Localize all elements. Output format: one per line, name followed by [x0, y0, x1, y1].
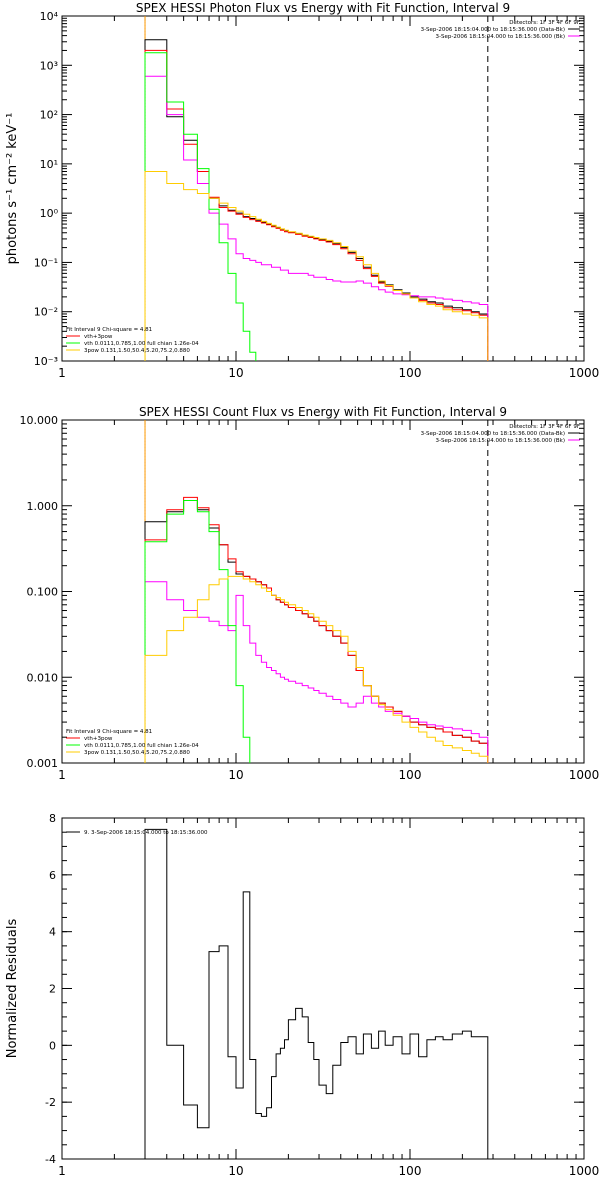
- x-tick-label: 1: [58, 768, 66, 782]
- x-tick-label: 1000: [569, 366, 600, 380]
- legend-label: 9. 3-Sep-2006 18:15:04.000 to 18:15:36.0…: [84, 830, 208, 836]
- x-tick-label: 10: [228, 1164, 243, 1178]
- x-tick-label: 100: [399, 1164, 422, 1178]
- y-tick-label: 10⁻¹: [34, 256, 58, 269]
- series-line-1: [144, 496, 489, 763]
- series-line-1: [144, 49, 489, 361]
- residuals-panel: 1 10 100 1000 -4 -2 0 2 4 6 8 Normalized Residuals 9…: [5, 812, 599, 1178]
- legend-label: vth+3pow: [84, 736, 113, 742]
- legend-header: Detectors: 1F 3F 4F 6F 9F: [509, 20, 580, 26]
- y-axis-title: photons s⁻¹ cm⁻² keV⁻¹: [5, 113, 20, 265]
- series-line-0: [144, 828, 489, 1159]
- y-tick-label: -4: [45, 1153, 56, 1166]
- x-tick-label: 10: [228, 366, 243, 380]
- chart-title: SPEX HESSI Count Flux vs Energy with Fit…: [139, 405, 507, 419]
- legend-label: 3-Sep-2006 18:15:04.000 to 18:15:36.000 …: [436, 34, 566, 40]
- y-tick-label: 10⁻³: [34, 355, 58, 368]
- series-line-0: [144, 39, 489, 361]
- y-tick-label: 10⁰: [40, 207, 59, 220]
- y-tick-label: 1.000: [27, 500, 59, 513]
- y-tick-label: 0: [49, 1039, 56, 1052]
- x-tick-label: 1: [58, 366, 66, 380]
- plot-area: [144, 496, 489, 763]
- y-tick-label: 8: [49, 812, 56, 825]
- series-line-3: [144, 52, 257, 361]
- plot-area: [144, 39, 489, 361]
- series-line-4: [144, 171, 489, 361]
- y-tick-label: 2: [49, 983, 56, 996]
- legend-label: 3pow 0.131,1.50,50.4,5.20,75.2,0.880: [84, 348, 190, 354]
- y-tick-label: 0.001: [27, 757, 59, 770]
- plot-frame: [61, 419, 585, 764]
- count-flux-panel: SPEX HESSI Count Flux vs Energy with Fit…: [20, 405, 600, 782]
- legend-header: Fit Interval 9 Chi-square = 4.81: [66, 327, 152, 333]
- legend-label: 3-Sep-2006 18:15:04.000 to 18:15:36.000 …: [421, 27, 565, 33]
- series-line-4: [144, 575, 489, 763]
- x-tick-label: 10: [228, 768, 243, 782]
- y-tick-label: 10⁻²: [34, 306, 58, 319]
- x-tick-label: 100: [399, 768, 422, 782]
- legend-label: 3-Sep-2006 18:15:04.000 to 18:15:36.000 …: [436, 438, 566, 444]
- legend-label: vth 0.0111,0.785,1.00 full chian 1.26e-0…: [84, 743, 199, 749]
- series-line-2: [144, 581, 489, 763]
- y-tick-label: 6: [49, 869, 56, 882]
- y-tick-label: 4: [49, 926, 56, 939]
- chart-title: SPEX HESSI Photon Flux vs Energy with Fi…: [136, 1, 510, 15]
- y-tick-label: 0.100: [27, 586, 59, 599]
- y-tick-label: 10¹: [40, 158, 58, 171]
- y-tick-label: 10⁴: [40, 10, 59, 23]
- y-tick-label: 10³: [40, 59, 58, 72]
- y-axis-title: Normalized Residuals: [5, 919, 20, 1059]
- x-tick-label: 1000: [569, 768, 600, 782]
- legend-header: Fit Interval 9 Chi-square = 4.81: [66, 729, 152, 735]
- y-tick-label: 10²: [40, 109, 58, 122]
- y-tick-label: -2: [45, 1096, 56, 1109]
- legend-header: Detectors: 1F 3F 4F 6F 9F: [509, 424, 580, 430]
- series-line-0: [144, 500, 489, 763]
- photon-flux-panel: SPEX HESSI Photon Flux vs Energy with Fi…: [5, 1, 599, 380]
- plot-frame: [61, 817, 585, 1160]
- y-tick-label: 0.010: [27, 671, 59, 684]
- legend-label: 3-Sep-2006 18:15:04.000 to 18:15:36.000 …: [421, 431, 565, 437]
- plot-frame: [61, 15, 585, 362]
- series-line-2: [144, 75, 489, 361]
- series-line-3: [144, 500, 251, 763]
- legend-label: vth 0.0111,0.785,1.00 full chian 1.26e-0…: [84, 341, 199, 347]
- x-tick-label: 100: [399, 366, 422, 380]
- legend-label: 3pow 0.131,1.50,50.4,5.20,75.2,0.880: [84, 750, 190, 756]
- x-tick-label: 1000: [569, 1164, 600, 1178]
- y-tick-label: 10.000: [20, 414, 59, 427]
- legend-label: vth+3pow: [84, 334, 113, 340]
- x-tick-label: 1: [58, 1164, 66, 1178]
- plot-area: [144, 828, 489, 1159]
